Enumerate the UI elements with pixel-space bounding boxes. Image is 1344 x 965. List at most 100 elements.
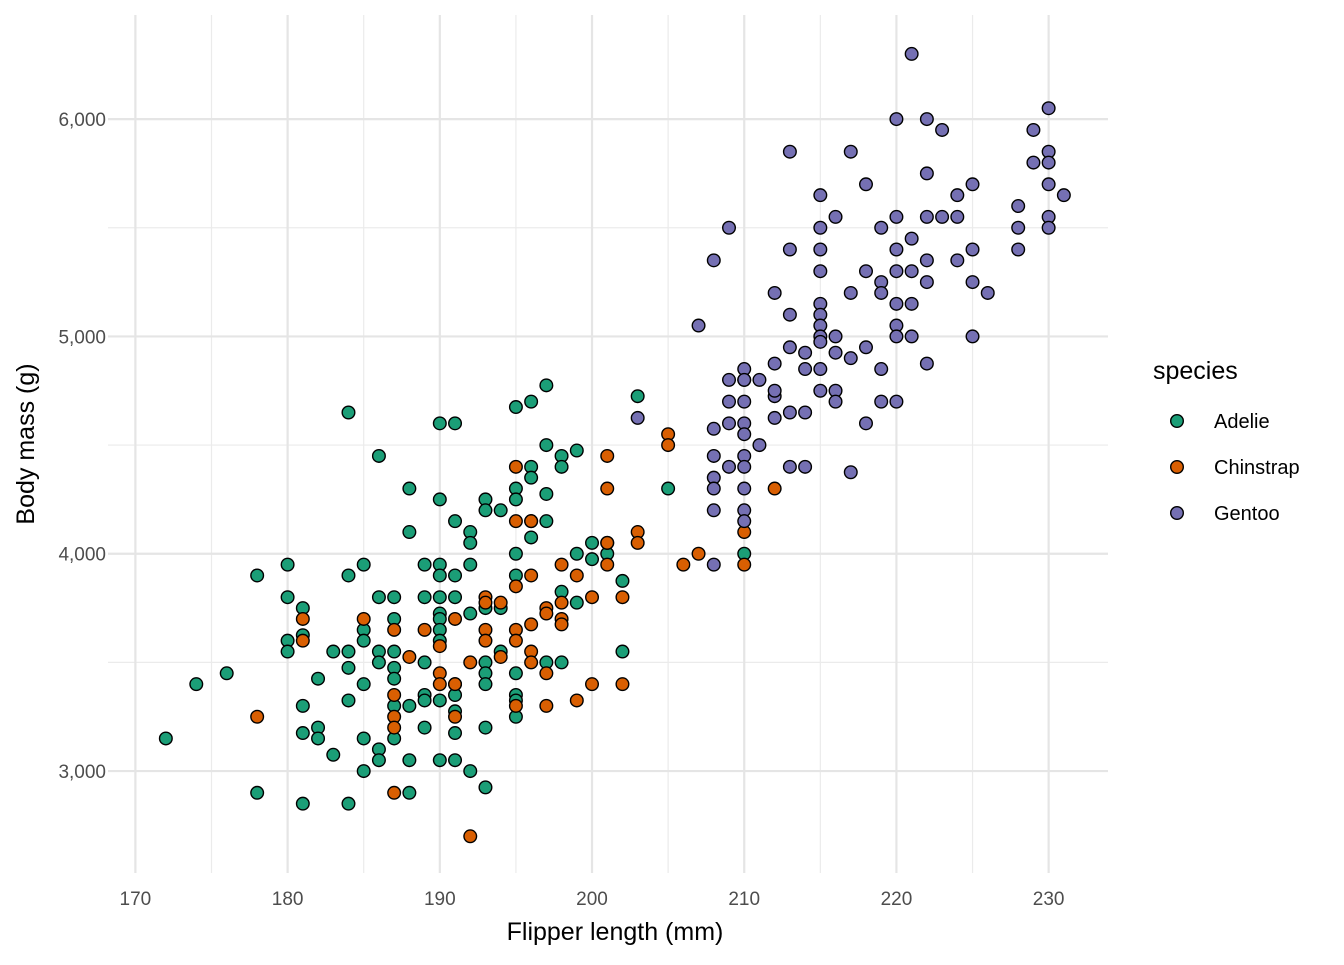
gentoo-point (874, 394, 889, 409)
gentoo-point (706, 253, 721, 268)
adelie-point (569, 595, 584, 610)
adelie-point (432, 416, 447, 431)
chinstrap-point (387, 785, 402, 800)
gentoo-point (630, 410, 645, 425)
gentoo-point (904, 264, 919, 279)
gentoo-point (782, 242, 797, 257)
legend-key-chinstrap (1169, 460, 1184, 475)
adelie-point (417, 720, 432, 735)
gentoo-point (919, 209, 934, 224)
legend-label-adelie: Adelie (1214, 411, 1270, 433)
adelie-point (280, 557, 295, 572)
adelie-point (539, 514, 554, 529)
x-tick-label: 190 (424, 889, 456, 910)
gentoo-point (1026, 155, 1041, 170)
gentoo-point (889, 242, 904, 257)
gentoo-point (706, 448, 721, 463)
adelie-point (585, 535, 600, 550)
x-tick-label: 170 (120, 889, 152, 910)
gentoo-point (722, 372, 737, 387)
gentoo-point (782, 459, 797, 474)
gentoo-point (858, 177, 873, 192)
gentoo-point (919, 253, 934, 268)
adelie-point (387, 644, 402, 659)
gentoo-point (782, 405, 797, 420)
gentoo-point (722, 394, 737, 409)
chinstrap-point (508, 579, 523, 594)
chinstrap-point (554, 595, 569, 610)
gentoo-point (691, 318, 706, 333)
gentoo-point (889, 296, 904, 311)
adelie-point (539, 438, 554, 453)
x-tick-label: 180 (272, 889, 304, 910)
chinstrap-point (295, 611, 310, 626)
adelie-point (478, 780, 493, 795)
adelie-point (356, 677, 371, 692)
gentoo-point (1056, 188, 1071, 203)
adelie-point (432, 590, 447, 605)
adelie-point (432, 693, 447, 708)
gentoo-point (767, 356, 782, 371)
gentoo-point (828, 394, 843, 409)
chinstrap-point (600, 481, 615, 496)
adelie-point (478, 503, 493, 518)
chinstrap-point (524, 514, 539, 529)
adelie-point (524, 530, 539, 545)
gentoo-point (889, 112, 904, 127)
adelie-point (402, 481, 417, 496)
adelie-point (463, 535, 478, 550)
gentoo-point (889, 394, 904, 409)
gentoo-point (950, 188, 965, 203)
adelie-point (417, 557, 432, 572)
chinstrap-point (493, 649, 508, 664)
adelie-point (448, 416, 463, 431)
adelie-point (402, 525, 417, 540)
gentoo-point (874, 362, 889, 377)
adelie-point (371, 590, 386, 605)
chinstrap-point (615, 677, 630, 692)
chinstrap-point (508, 698, 523, 713)
gentoo-point (1041, 155, 1056, 170)
gentoo-point (950, 209, 965, 224)
adelie-point (356, 731, 371, 746)
gentoo-point (798, 405, 813, 420)
legend-key-adelie (1169, 414, 1184, 429)
chinstrap-point (661, 438, 676, 453)
adelie-point (554, 459, 569, 474)
adelie-point (387, 590, 402, 605)
chinstrap-point (417, 622, 432, 637)
gentoo-point (737, 481, 752, 496)
gentoo-point (767, 383, 782, 398)
adelie-point (615, 644, 630, 659)
chinstrap-point (691, 546, 706, 561)
gentoo-point (843, 351, 858, 366)
gentoo-point (828, 329, 843, 344)
adelie-point (539, 378, 554, 393)
y-tick-label: 5,000 (58, 327, 106, 348)
chinstrap-point (569, 693, 584, 708)
adelie-point (432, 492, 447, 507)
chinstrap-point (524, 617, 539, 632)
gentoo-point (874, 285, 889, 300)
gentoo-point (919, 166, 934, 181)
y-axis-label: Body mass (g) (12, 363, 40, 524)
adelie-point (508, 492, 523, 507)
adelie-point (295, 698, 310, 713)
legend-key-gentoo (1169, 506, 1184, 521)
y-axis-ticks: 3,000 4,000 5,000 6,000 (58, 110, 106, 783)
adelie-point (432, 568, 447, 583)
chinstrap-point (508, 459, 523, 474)
gentoo-point (904, 296, 919, 311)
adelie-point (295, 796, 310, 811)
chinstrap-point (524, 655, 539, 670)
chinstrap-point (432, 677, 447, 692)
adelie-point (463, 557, 478, 572)
gentoo-point (1011, 220, 1026, 235)
x-tick-label: 200 (576, 889, 608, 910)
gentoo-point (1041, 101, 1056, 116)
adelie-point (448, 753, 463, 768)
adelie-point (417, 590, 432, 605)
gentoo-point (737, 372, 752, 387)
gentoo-point (919, 112, 934, 127)
gentoo-point (904, 231, 919, 246)
